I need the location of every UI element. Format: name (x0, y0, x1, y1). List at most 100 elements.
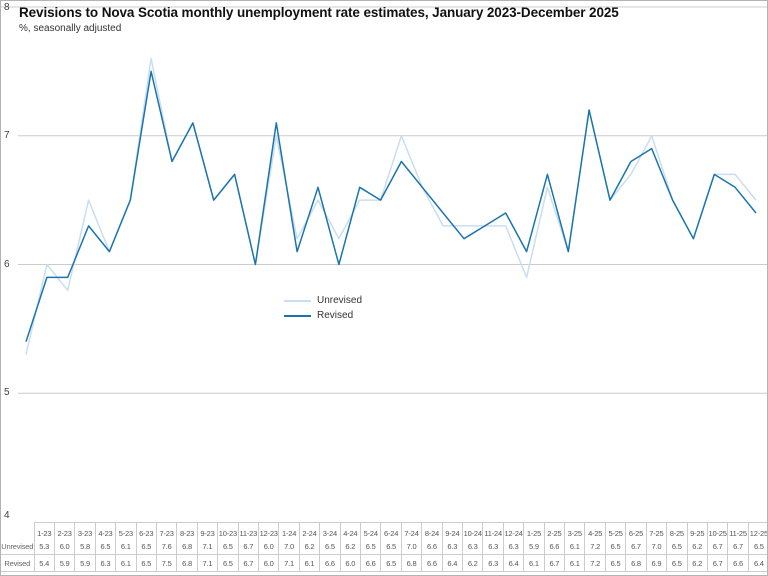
y-axis-label-4: 4 (4, 510, 10, 521)
month-header: 5-23 (115, 522, 137, 539)
revised-value: 6.2 (462, 554, 483, 572)
unrevised-value: 7.6 (155, 539, 177, 555)
unrevised-line (25, 57, 757, 355)
month-header: 6-23 (135, 522, 157, 539)
revised-value: 6.1 (115, 554, 137, 572)
month-header: 5-24 (359, 522, 381, 539)
unrevised-value: 6.6 (543, 539, 565, 555)
chart-subtitle: %, seasonally adjusted (19, 23, 122, 34)
revised-value: 6.7 (706, 554, 728, 572)
page-title: Revisions to Nova Scotia monthly unemplo… (19, 5, 619, 20)
month-header: 12-23 (257, 522, 279, 539)
unrevised-value: 6.0 (257, 539, 279, 555)
revised-value: 7.2 (584, 554, 606, 572)
revised-value: 6.3 (482, 554, 504, 572)
unrevised-value: 6.7 (727, 539, 749, 555)
revised-value: 6.5 (380, 554, 402, 572)
month-header: 6-25 (625, 522, 647, 539)
unrevised-value: 7.1 (196, 539, 218, 555)
unrevised-value: 6.1 (115, 539, 137, 555)
month-header: 12-24 (502, 522, 524, 539)
unrevised-value: 6.5 (666, 539, 687, 555)
unrevised-value: 7.0 (645, 539, 667, 555)
unrevised-value: 5.3 (33, 539, 55, 555)
unrevised-value: 5.8 (74, 539, 96, 555)
revised-line (25, 70, 757, 342)
revised-value: 6.8 (400, 554, 422, 572)
revised-value: 5.9 (74, 554, 96, 572)
revised-value: 6.4 (502, 554, 524, 572)
unrevised-value: 6.5 (747, 539, 767, 555)
legend: Unrevised Revised (284, 293, 362, 323)
month-header: 4-25 (584, 522, 606, 539)
unrevised-line-swatch (284, 299, 311, 302)
month-header: 3-25 (564, 522, 585, 539)
revised-value: 6.5 (135, 554, 157, 572)
unrevised-row: Unrevised 5.3 6.0 5.8 6.5 6.1 6.5 7.6 6.8 7.1 6.5… (1, 539, 767, 555)
month-header: 10-23 (217, 522, 239, 539)
month-header: 6-24 (380, 522, 402, 539)
month-header: 2-23 (53, 522, 75, 539)
revised-value: 6.7 (237, 554, 259, 572)
y-axis-label-8: 8 (4, 2, 10, 13)
revised-value: 6.6 (319, 554, 341, 572)
unrevised-value: 6.7 (237, 539, 259, 555)
month-header: 7-23 (155, 522, 177, 539)
revised-value: 7.1 (278, 554, 300, 572)
unrevised-value: 6.5 (217, 539, 239, 555)
unrevised-value: 6.5 (359, 539, 381, 555)
unrevised-value: 6.3 (462, 539, 483, 555)
month-header: 4-23 (94, 522, 116, 539)
unrevised-value: 7.0 (278, 539, 300, 555)
month-header: 10-24 (462, 522, 483, 539)
unrevised-value: 6.8 (176, 539, 198, 555)
month-header: 1-25 (523, 522, 545, 539)
legend-label-revised: Revised (317, 310, 354, 321)
revised-value: 6.8 (176, 554, 198, 572)
unrevised-row-label: Unrevised (1, 539, 34, 555)
month-header: 11-23 (237, 522, 259, 539)
revised-value: 6.1 (523, 554, 545, 572)
unrevised-value: 7.0 (400, 539, 422, 555)
legend-label-unrevised: Unrevised (317, 295, 363, 306)
unrevised-value: 6.5 (135, 539, 157, 555)
y-axis-label-6: 6 (4, 258, 10, 270)
month-header: 10-25 (706, 522, 728, 539)
unrevised-value: 6.3 (482, 539, 504, 555)
revised-value: 6.3 (94, 554, 116, 572)
month-header: 1-23 (33, 522, 55, 539)
unrevised-value: 6.5 (94, 539, 116, 555)
month-header: 7-25 (645, 522, 667, 539)
legend-item-revised: Revised (284, 308, 362, 323)
month-header: 8-24 (421, 522, 443, 539)
revised-value: 6.0 (339, 554, 361, 572)
month-header: 5-25 (604, 522, 626, 539)
month-header: 4-24 (339, 522, 361, 539)
unrevised-value: 6.7 (625, 539, 647, 555)
revised-value: 6.5 (217, 554, 239, 572)
revised-value: 5.9 (53, 554, 75, 572)
unrevised-value: 6.7 (706, 539, 728, 555)
table-header-row: 1-23 2-23 3-23 4-23 5-23 6-23 7-23 8-23 9-23 10-2… (1, 522, 767, 539)
unrevised-value: 5.9 (523, 539, 545, 555)
revision-table: 1-23 2-23 3-23 4-23 5-23 6-23 7-23 8-23 9-23 10-2… (1, 522, 767, 572)
revised-value: 6.5 (666, 554, 687, 572)
unrevised-value: 6.5 (319, 539, 341, 555)
unrevised-value: 7.2 (584, 539, 606, 555)
month-header: 2-25 (543, 522, 565, 539)
revised-value: 6.6 (359, 554, 381, 572)
unrevised-value: 6.2 (339, 539, 361, 555)
revised-value: 6.0 (257, 554, 279, 572)
unrevised-value: 6.5 (604, 539, 626, 555)
revised-value: 6.6 (727, 554, 749, 572)
y-axis-label-7: 7 (4, 129, 10, 141)
revised-value: 6.9 (645, 554, 667, 572)
month-header: 11-25 (727, 522, 749, 539)
month-header: 3-24 (319, 522, 341, 539)
revised-value: 6.4 (747, 554, 767, 572)
legend-item-unrevised: Unrevised (284, 293, 362, 308)
unrevised-value: 6.3 (502, 539, 524, 555)
month-header: 2-24 (298, 522, 320, 539)
